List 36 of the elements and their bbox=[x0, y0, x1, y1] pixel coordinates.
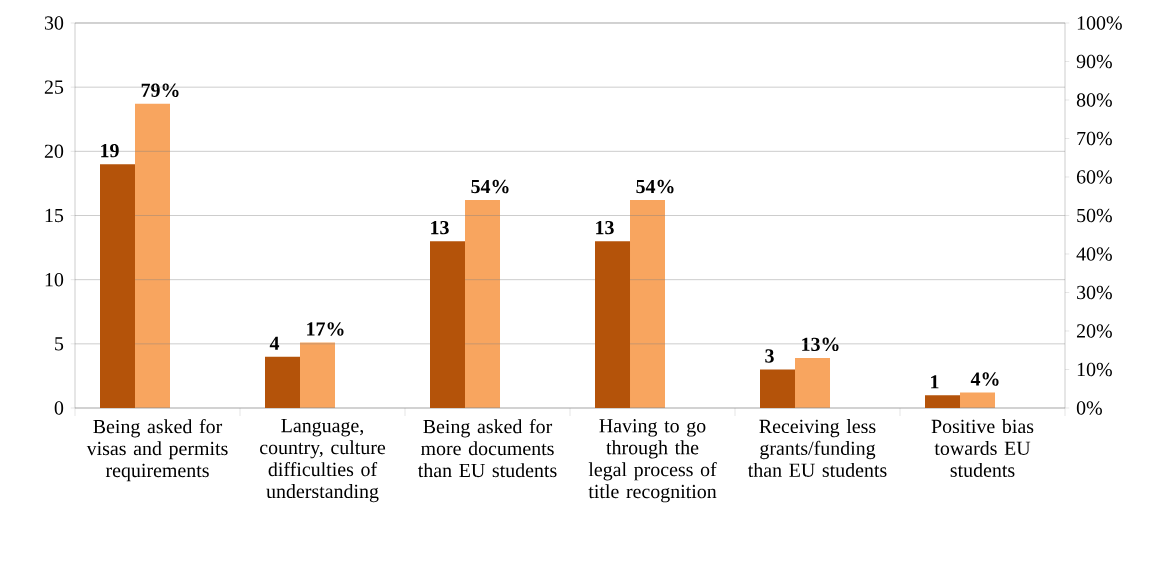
data-label: 19 bbox=[101, 143, 119, 158]
data-label: 54% bbox=[636, 179, 674, 194]
data-label: 13% bbox=[802, 337, 839, 352]
data-label: 13 bbox=[431, 220, 449, 235]
y-tick-label: 30 bbox=[44, 16, 64, 30]
y-tick-label: 10 bbox=[45, 272, 64, 287]
data-label: 17% bbox=[307, 322, 344, 336]
y-tick-label: 0 bbox=[54, 401, 64, 415]
x-tick-label: Being asked for visas and permits requirements bbox=[86, 419, 228, 482]
y2-tick-label: 90% bbox=[1076, 54, 1112, 69]
data-label: 3 bbox=[765, 349, 774, 363]
y-tick-label: 25 bbox=[44, 80, 64, 94]
data-label: 13 bbox=[596, 220, 614, 235]
x-tick-label: Being asked for more documents than EU students bbox=[417, 419, 557, 478]
x-tick-label: Receiving less grants/funding than EU students bbox=[747, 419, 887, 477]
y2-tick-label: 20% bbox=[1076, 324, 1112, 338]
y2-tick-label: 10% bbox=[1077, 362, 1112, 377]
data-label: 79% bbox=[141, 83, 179, 98]
data-label: 4 bbox=[269, 336, 280, 350]
x-tick-label: Having to go through the legal process of title recognition bbox=[588, 419, 717, 503]
y2-tick-label: 100% bbox=[1077, 16, 1122, 30]
y2-tick-label: 70% bbox=[1077, 131, 1112, 146]
y2-tick-label: 30% bbox=[1077, 285, 1112, 300]
y2-tick-label: 0% bbox=[1076, 401, 1102, 415]
y-tick-label: 15 bbox=[45, 208, 64, 223]
data-label: 54% bbox=[471, 179, 509, 194]
y2-tick-label: 80% bbox=[1076, 93, 1112, 107]
data-label: 4% bbox=[970, 372, 999, 386]
y-tick-label: 20 bbox=[44, 144, 64, 159]
data-label: 1 bbox=[931, 375, 939, 389]
y2-tick-label: 50% bbox=[1077, 208, 1112, 223]
y2-tick-label: 60% bbox=[1076, 170, 1112, 184]
y2-tick-label: 40% bbox=[1076, 247, 1112, 261]
x-tick-label: Language, country, culture difficulties of understanding bbox=[260, 419, 386, 503]
y-tick-label: 5 bbox=[55, 337, 64, 351]
x-tick-label: Positive bias towards EU students bbox=[931, 419, 1034, 477]
